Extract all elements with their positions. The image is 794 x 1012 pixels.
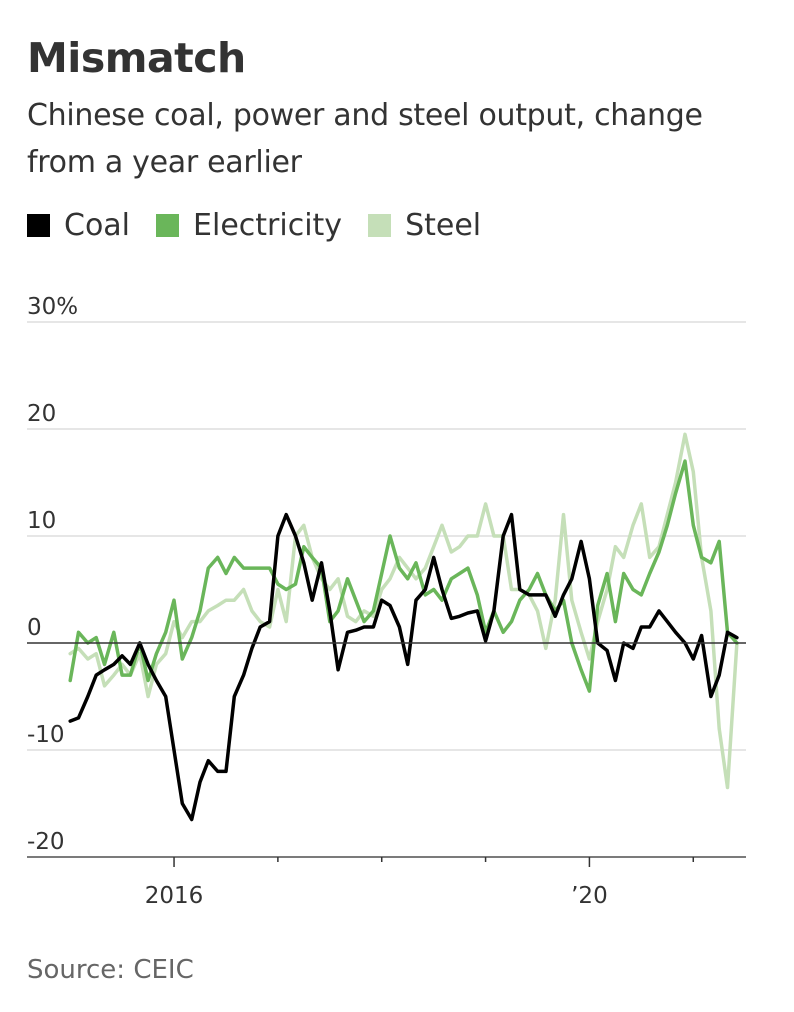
legend-label-electricity: Electricity (193, 208, 343, 243)
y-tick-label: -10 (27, 722, 65, 748)
source-note: Source: CEIC (27, 955, 194, 985)
legend-swatch-steel (368, 214, 392, 237)
gridlines (27, 321, 746, 858)
series-line-steel (68, 432, 739, 790)
series-line-electricity (68, 459, 739, 693)
x-tick-label: 2016 (145, 883, 204, 909)
series-lines (68, 432, 739, 822)
y-tick-label: 0 (27, 615, 42, 641)
series-line-coal (68, 512, 739, 822)
legend-swatch-electricity (156, 214, 180, 237)
y-tick-label: -20 (27, 829, 65, 855)
legend-item-coal: Coal (27, 208, 130, 243)
x-tick-label: ’20 (571, 883, 608, 909)
legend-swatch-coal (27, 214, 50, 237)
legend: Coal Electricity Steel (27, 208, 507, 243)
axes: 30% 20 10 0 -10 -20 2016 ’20 (27, 294, 746, 909)
chart-subtitle: Chinese coal, power and steel output, ch… (27, 98, 703, 180)
y-tick-label: 10 (27, 508, 56, 534)
y-tick-label: 20 (27, 401, 56, 427)
legend-item-steel: Steel (368, 208, 481, 243)
legend-label-steel: Steel (405, 208, 482, 243)
chart-title: Mismatch (27, 34, 246, 82)
legend-item-electricity: Electricity (156, 208, 342, 243)
y-tick-label: 30% (27, 294, 78, 320)
legend-label-coal: Coal (64, 208, 131, 243)
